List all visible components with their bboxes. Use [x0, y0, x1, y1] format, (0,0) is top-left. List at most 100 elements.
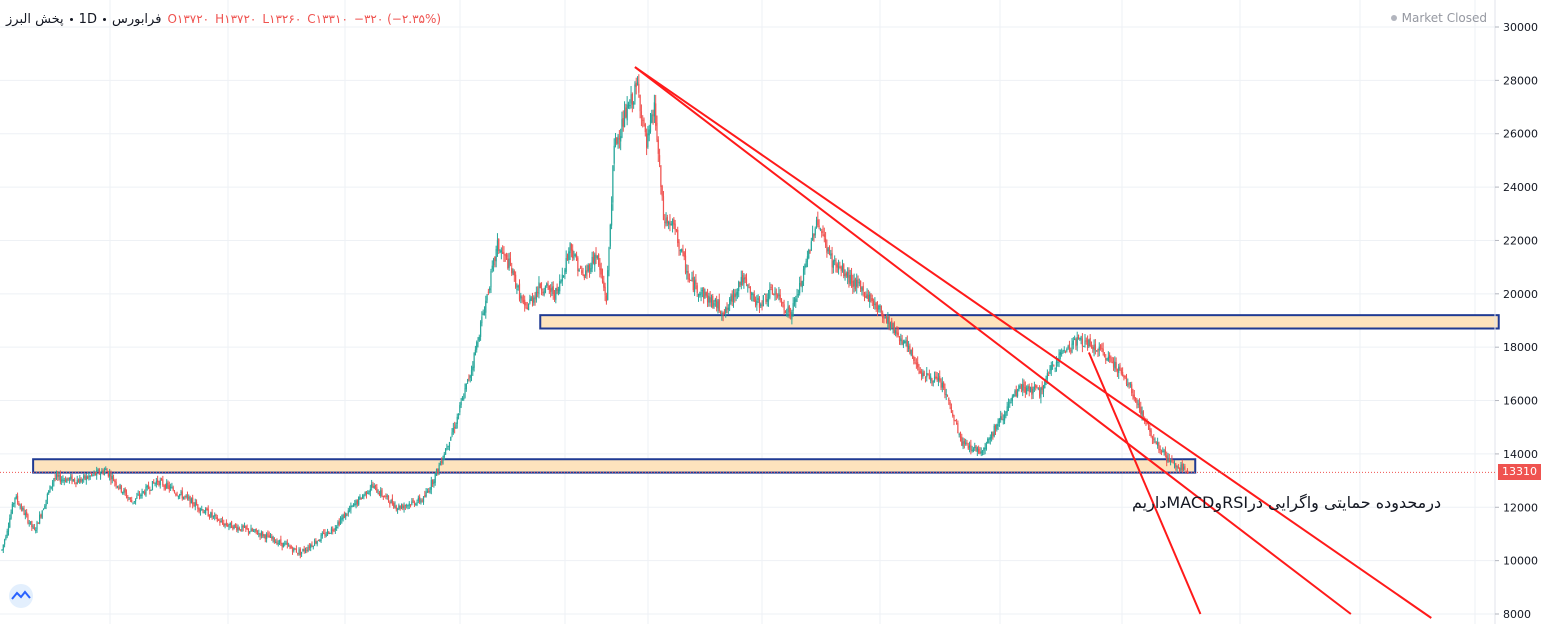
candle-body — [468, 378, 470, 380]
candle-body — [861, 287, 863, 292]
axis-tick-label: 16000 — [1503, 395, 1538, 408]
candle-body — [1180, 464, 1182, 470]
candle-body — [31, 521, 33, 528]
annotation-text[interactable]: درمحدوده حمایتی واگرایی درRSIوMACDداریم — [1132, 493, 1442, 512]
candle-body — [1163, 450, 1165, 452]
candle-body — [64, 479, 67, 482]
candle-body — [1128, 383, 1130, 385]
candle-body — [396, 508, 399, 510]
candle-body — [141, 491, 143, 497]
candle-body — [146, 485, 148, 488]
candle-body — [1049, 369, 1051, 374]
symbol-name[interactable]: پخش البرز — [6, 11, 64, 27]
open-value: O۱۳۷۲۰ — [167, 12, 210, 26]
candle-body — [730, 296, 732, 301]
exchange-label: فرابورس — [111, 11, 162, 27]
candle-body — [989, 436, 991, 440]
candle-body — [590, 268, 592, 272]
last-price-label: 13310 — [1498, 464, 1541, 481]
candle-body — [350, 505, 352, 510]
candle-body — [460, 401, 462, 406]
candle-body — [795, 298, 797, 302]
candle-body — [167, 483, 169, 486]
candle-body — [478, 336, 480, 341]
candle-body — [744, 276, 746, 280]
candle-body — [470, 370, 473, 376]
candle-body — [1127, 384, 1129, 386]
candle-body — [547, 284, 549, 286]
candle-body — [653, 102, 655, 117]
candle-body — [880, 305, 882, 313]
candle-body — [132, 502, 134, 504]
candle-body — [644, 124, 646, 133]
candle-body — [358, 497, 360, 505]
candle-body — [569, 242, 571, 254]
candle-body — [853, 280, 855, 287]
candle-body — [374, 484, 377, 487]
candle-body — [1011, 396, 1013, 402]
candle-body — [988, 438, 990, 440]
candle-body — [1080, 336, 1082, 341]
candle-body — [325, 534, 327, 536]
candle-body — [598, 254, 600, 265]
candle-body — [586, 270, 588, 273]
candle-body — [504, 254, 506, 256]
candle-body — [657, 139, 659, 154]
candle-body — [751, 293, 753, 296]
candle-body — [27, 514, 29, 523]
candle-body — [622, 118, 624, 127]
candle-body — [181, 491, 183, 499]
candle-body — [380, 490, 382, 496]
candle-body — [367, 492, 369, 494]
tradingview-logo-icon[interactable] — [6, 584, 36, 608]
interval-label[interactable]: 1D — [78, 11, 97, 27]
axis-tick-label: 18000 — [1503, 341, 1538, 354]
candle-body — [219, 521, 221, 523]
candle-body — [359, 496, 361, 499]
candle-body — [922, 373, 924, 377]
candle-body — [1062, 351, 1064, 353]
candle-body — [1053, 365, 1055, 367]
candle-body — [904, 341, 906, 344]
candle-body — [839, 266, 841, 268]
candle-body — [229, 522, 231, 526]
candle-body — [866, 294, 868, 299]
candle-body — [801, 281, 803, 288]
candle-body — [430, 480, 432, 490]
candle-body — [1137, 403, 1139, 405]
candle-body — [441, 461, 443, 463]
candle-body — [215, 514, 217, 516]
candle-body — [97, 470, 99, 472]
candle-body — [307, 547, 309, 552]
candle-body — [915, 363, 917, 365]
candle-body — [747, 285, 749, 287]
candle-body — [910, 349, 912, 356]
candle-body — [665, 218, 667, 225]
candle-body — [442, 458, 444, 465]
candle-body — [1142, 411, 1144, 418]
candle-body — [96, 470, 98, 476]
candle-body — [1044, 380, 1046, 389]
candle-body — [1175, 463, 1177, 468]
candle-body — [85, 476, 87, 481]
candle-body — [420, 500, 422, 504]
trendline-layer — [634, 66, 1432, 619]
candle-body — [1001, 417, 1003, 419]
candle-body — [745, 278, 748, 285]
candle-body — [439, 462, 441, 466]
candle-body — [690, 279, 692, 281]
candle-body — [234, 525, 237, 527]
candle-body — [172, 487, 174, 491]
candle-body — [51, 482, 54, 487]
candle-body — [1103, 353, 1106, 357]
candle-body — [1105, 358, 1107, 361]
candle-body — [950, 406, 953, 413]
candle-body — [258, 533, 260, 535]
candle-body — [900, 338, 902, 342]
candle-body — [114, 480, 116, 483]
candle-body — [1040, 387, 1042, 398]
candle-body — [965, 442, 967, 444]
candle-body — [1041, 386, 1043, 390]
